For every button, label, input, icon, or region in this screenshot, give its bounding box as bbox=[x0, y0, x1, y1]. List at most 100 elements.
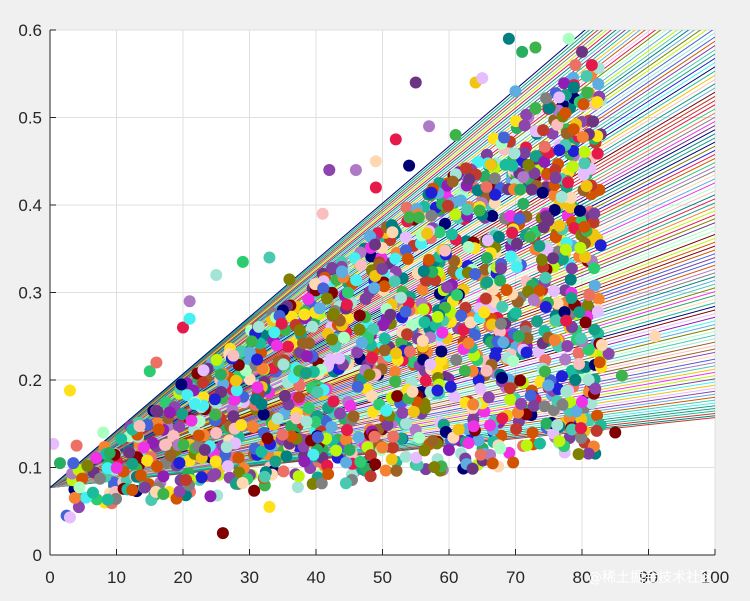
scatter-point bbox=[574, 332, 587, 345]
scatter-point bbox=[431, 384, 444, 397]
scatter-point bbox=[588, 323, 601, 336]
scatter-point bbox=[379, 464, 392, 477]
scatter-point bbox=[417, 265, 430, 278]
scatter-point bbox=[562, 32, 575, 45]
scatter-point bbox=[350, 274, 363, 287]
scatter-point bbox=[325, 333, 338, 346]
fit-line bbox=[50, 30, 591, 489]
scatter-point bbox=[578, 157, 591, 170]
scatter-point bbox=[167, 430, 180, 443]
scatter-point bbox=[141, 454, 154, 467]
scatter-point bbox=[486, 318, 499, 331]
scatter-point bbox=[474, 448, 487, 461]
scatter-point bbox=[299, 366, 312, 379]
scatter-point bbox=[471, 155, 484, 168]
scatter-point bbox=[577, 168, 590, 181]
scatter-point bbox=[436, 326, 449, 339]
scatter-point bbox=[450, 353, 463, 366]
scatter-point bbox=[198, 443, 211, 456]
scatter-point bbox=[591, 147, 604, 160]
scatter-point bbox=[271, 412, 284, 425]
fit-line bbox=[50, 279, 715, 489]
scatter-point bbox=[298, 308, 311, 321]
scatter-point bbox=[479, 263, 492, 276]
scatter-point bbox=[323, 164, 336, 176]
scatter-point bbox=[492, 230, 505, 243]
scatter-point bbox=[460, 162, 473, 175]
scatter-point bbox=[409, 76, 422, 89]
y-tick-label: 0.5 bbox=[18, 109, 42, 128]
scatter-point bbox=[340, 298, 353, 311]
scatter-point bbox=[547, 285, 560, 298]
scatter-point bbox=[351, 346, 364, 359]
scatter-point bbox=[578, 145, 591, 158]
scatter-point bbox=[488, 172, 501, 185]
scatter-point bbox=[497, 336, 510, 349]
scatter-point bbox=[177, 321, 189, 334]
scatter-point bbox=[467, 420, 480, 433]
scatter-point bbox=[511, 237, 524, 250]
scatter-point bbox=[285, 430, 298, 443]
scatter-point bbox=[81, 459, 94, 472]
scatter-point bbox=[410, 451, 423, 464]
scatter-point bbox=[388, 275, 401, 288]
scatter-point bbox=[480, 180, 493, 193]
scatter-point bbox=[468, 328, 481, 341]
scatter-point bbox=[529, 41, 542, 54]
scatter-point bbox=[510, 261, 523, 274]
scatter-point bbox=[540, 92, 553, 105]
scatter-point bbox=[101, 462, 114, 475]
scatter-point bbox=[474, 382, 487, 395]
scatter-point bbox=[556, 253, 569, 266]
scatter-point bbox=[315, 477, 328, 490]
scatter-point bbox=[508, 147, 521, 160]
fit-line bbox=[50, 294, 715, 489]
scatter-point bbox=[325, 420, 338, 433]
scatter-point bbox=[480, 364, 493, 377]
scatter-point bbox=[516, 45, 529, 58]
scatter-point bbox=[126, 457, 139, 470]
scatter-point bbox=[173, 420, 186, 433]
scatter-point bbox=[280, 450, 293, 463]
scatter-point bbox=[538, 400, 551, 413]
scatter-point bbox=[275, 317, 288, 330]
scatter-point bbox=[496, 371, 509, 384]
scatter-point bbox=[157, 488, 170, 501]
scatter-point bbox=[503, 446, 516, 459]
scatter-point bbox=[486, 457, 499, 470]
scatter-point bbox=[97, 426, 110, 439]
scatter-point bbox=[407, 405, 420, 418]
scatter-point bbox=[419, 274, 432, 287]
scatter-points bbox=[50, 32, 662, 540]
scatter-point bbox=[559, 353, 572, 366]
scatter-point bbox=[507, 456, 520, 469]
scatter-point bbox=[394, 291, 407, 304]
scatter-point bbox=[385, 453, 398, 466]
scatter-point bbox=[230, 384, 243, 397]
scatter-point bbox=[164, 449, 177, 462]
x-tick-label: 90 bbox=[639, 568, 658, 587]
fit-line bbox=[50, 302, 715, 489]
fit-line bbox=[50, 30, 617, 489]
scatter-point bbox=[412, 211, 425, 224]
scatter-point bbox=[539, 301, 552, 314]
scatter-point bbox=[291, 481, 304, 494]
scatter-point bbox=[93, 472, 106, 485]
y-tick-label: 0.1 bbox=[18, 459, 42, 478]
scatter-point bbox=[478, 306, 491, 319]
x-tick-labels: 0 10 20 30 40 50 60 70 80 90 100 bbox=[45, 568, 729, 587]
scatter-point bbox=[494, 317, 507, 330]
scatter-point bbox=[70, 439, 83, 452]
scatter-point bbox=[277, 358, 290, 371]
scatter-point bbox=[378, 280, 391, 293]
scatter-point bbox=[570, 405, 583, 418]
scatter-point bbox=[399, 450, 412, 463]
scatter-point bbox=[540, 417, 553, 430]
scatter-point bbox=[416, 334, 429, 347]
scatter-point bbox=[549, 231, 562, 244]
scatter-point bbox=[423, 253, 436, 266]
scatter-point bbox=[293, 324, 306, 337]
scatter-point bbox=[442, 444, 455, 457]
scatter-point bbox=[425, 186, 438, 199]
x-tick-label: 100 bbox=[701, 568, 729, 587]
